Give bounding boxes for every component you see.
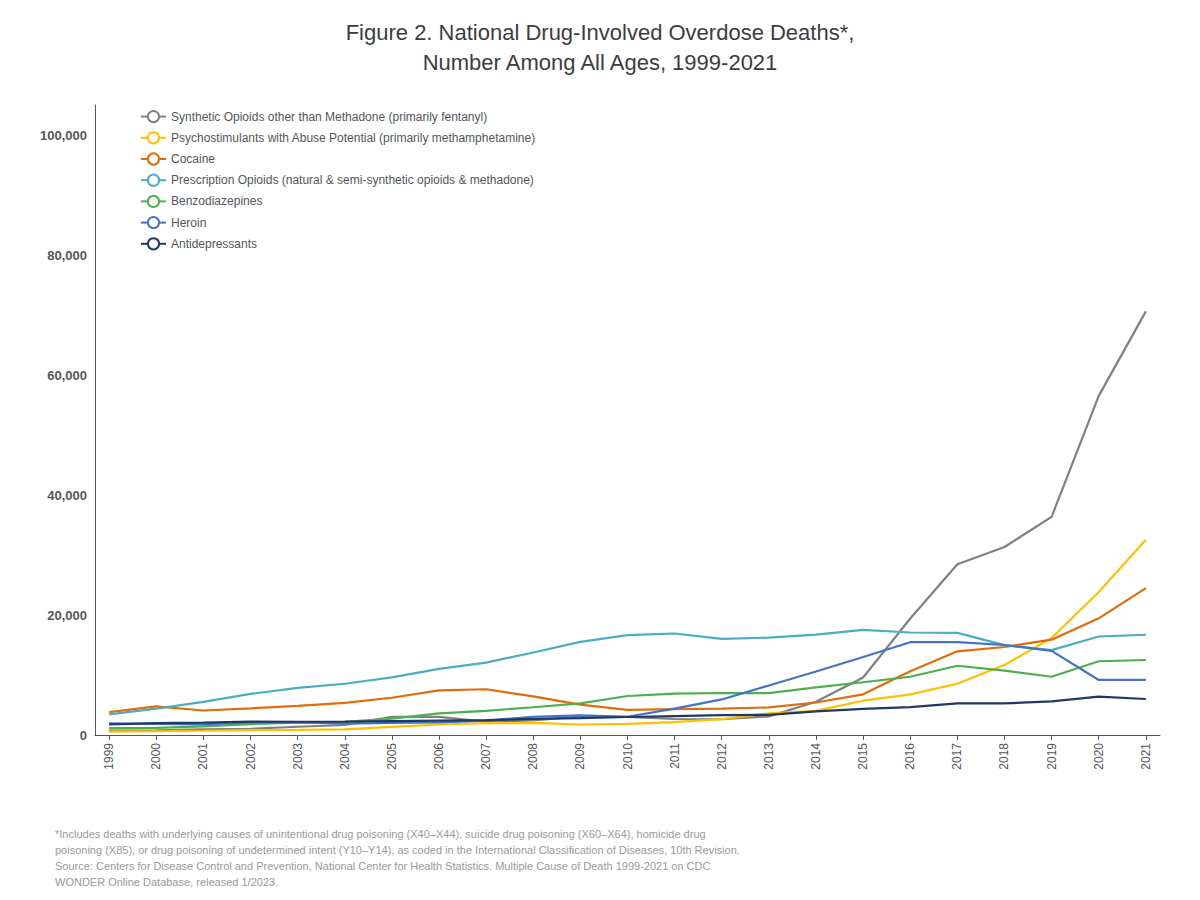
svg-text:2008: 2008 bbox=[526, 743, 540, 770]
svg-text:Heroin: Heroin bbox=[171, 216, 206, 230]
svg-text:0: 0 bbox=[80, 728, 87, 743]
svg-text:2003: 2003 bbox=[291, 743, 305, 770]
svg-text:2010: 2010 bbox=[621, 743, 635, 770]
svg-text:Antidepressants: Antidepressants bbox=[171, 237, 257, 251]
svg-text:Prescription Opioids (natural: Prescription Opioids (natural & semi-syn… bbox=[171, 173, 534, 187]
svg-text:2001: 2001 bbox=[196, 743, 210, 770]
svg-text:60,000: 60,000 bbox=[47, 368, 87, 383]
svg-text:2004: 2004 bbox=[338, 743, 352, 770]
svg-text:1999: 1999 bbox=[102, 743, 116, 770]
svg-text:Figure 2. National Drug-Involv: Figure 2. National Drug-Involved Overdos… bbox=[346, 20, 855, 45]
svg-text:2020: 2020 bbox=[1092, 743, 1106, 770]
svg-text:2005: 2005 bbox=[385, 743, 399, 770]
svg-text:2009: 2009 bbox=[573, 743, 587, 770]
svg-text:2017: 2017 bbox=[950, 743, 964, 770]
svg-text:Benzodiazepines: Benzodiazepines bbox=[171, 194, 262, 208]
svg-text:2013: 2013 bbox=[762, 743, 776, 770]
svg-text:Synthetic Opioids other than M: Synthetic Opioids other than Methadone (… bbox=[171, 110, 487, 124]
svg-text:2006: 2006 bbox=[432, 743, 446, 770]
svg-text:80,000: 80,000 bbox=[47, 248, 87, 263]
svg-text:2011: 2011 bbox=[668, 743, 682, 769]
svg-text:Number Among All Ages, 1999-20: Number Among All Ages, 1999-2021 bbox=[423, 50, 778, 75]
svg-text:Source: Centers for Disease Co: Source: Centers for Disease Control and … bbox=[55, 860, 711, 872]
svg-text:2000: 2000 bbox=[149, 743, 163, 770]
svg-text:100,000: 100,000 bbox=[40, 128, 87, 143]
svg-text:WONDER Online Database, releas: WONDER Online Database, released 1/2023. bbox=[55, 876, 278, 888]
svg-text:2002: 2002 bbox=[244, 743, 258, 770]
svg-text:Cocaine: Cocaine bbox=[171, 152, 215, 166]
svg-text:poisoning (X85), or drug poiso: poisoning (X85), or drug poisoning of un… bbox=[55, 844, 740, 856]
svg-text:2012: 2012 bbox=[715, 743, 729, 770]
svg-text:*Includes deaths with underlyi: *Includes deaths with underlying causes … bbox=[55, 828, 706, 840]
svg-text:2015: 2015 bbox=[856, 743, 870, 770]
svg-text:2019: 2019 bbox=[1045, 743, 1059, 770]
svg-text:2007: 2007 bbox=[479, 743, 493, 770]
svg-text:2021: 2021 bbox=[1139, 743, 1153, 770]
svg-text:2016: 2016 bbox=[903, 743, 917, 770]
svg-text:40,000: 40,000 bbox=[47, 488, 87, 503]
svg-text:20,000: 20,000 bbox=[47, 608, 87, 623]
svg-text:2018: 2018 bbox=[997, 743, 1011, 770]
svg-text:Psychostimulants with Abuse Po: Psychostimulants with Abuse Potential (p… bbox=[171, 131, 535, 145]
svg-text:2014: 2014 bbox=[809, 743, 823, 770]
